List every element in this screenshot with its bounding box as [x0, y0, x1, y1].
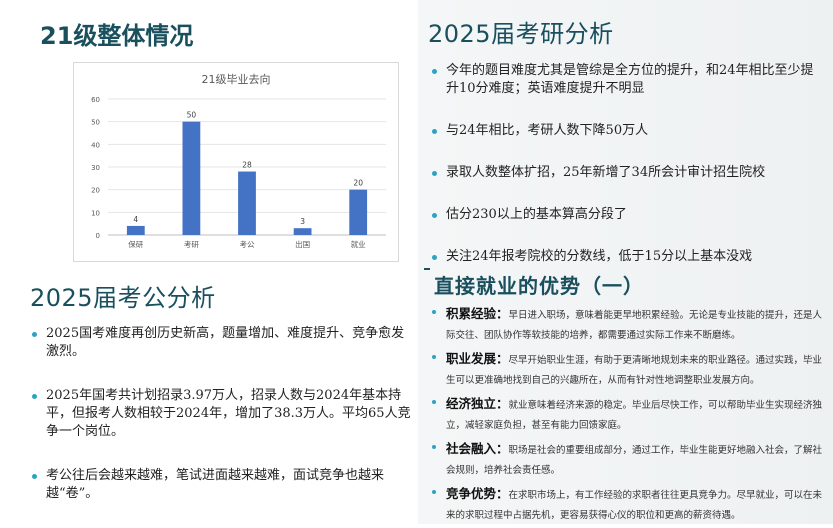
bullet-icon: [32, 394, 37, 399]
list-item: 考公往后会越来越难，笔试进面越来越难，面试竞争也越来越“卷”。: [30, 467, 415, 503]
graduation-destination-chart: 21级毕业去向 0 10 20 30 40 50 60 4 保研 50 考研 28 考公 3 出国 20 就业: [73, 62, 399, 262]
bar: [293, 228, 312, 235]
bullet-icon: [432, 255, 437, 260]
x-tick-label: 考研: [184, 240, 199, 249]
kaoyan-bullet-list: 今年的题目难度尤其是管综是全方位的提升，和24年相比至少提升10分难度；英语难度…: [430, 62, 826, 266]
bullet-icon: [432, 310, 436, 314]
bullet-icon: [432, 445, 436, 449]
bar: [238, 171, 256, 235]
section-title-employment-advantages: 直接就业的优势（一）: [434, 274, 644, 298]
advantage-description: 早日进入职场，意味着能更早地积累经验。无论是专业技能的提升，还是人际交往、团队协…: [446, 310, 823, 341]
advantage-description: 就业意味着经济来源的稳定。毕业后尽快工作，可以帮助毕业生实现经济独立，减轻家庭负…: [446, 400, 823, 431]
data-label: 3: [300, 217, 305, 226]
advantage-item: 职业发展：尽早开始职业生涯，有助于更清晰地规划未来的职业路径。通过实践，毕业生可…: [430, 348, 826, 388]
y-tick-label: 20: [91, 187, 100, 195]
advantage-term: 经济独立：: [446, 396, 509, 411]
list-item: 今年的题目难度尤其是管综是全方位的提升，和24年相比至少提升10分难度；英语难度…: [430, 62, 826, 98]
list-item-text: 今年的题目难度尤其是管综是全方位的提升，和24年相比至少提升10分难度；英语难度…: [446, 63, 814, 96]
advantage-item: 积累经验：早日进入职场，意味着能更早地积累经验。无论是专业技能的提升，还是人际交…: [430, 303, 826, 343]
data-label: 4: [133, 215, 138, 224]
list-item: 与24年相比，考研人数下降50万人: [430, 122, 826, 140]
title-accent-mark: [424, 268, 430, 270]
list-item: 2025国考难度再创历史新高，题量增加、难度提升、竞争愈发激烈。: [30, 325, 415, 361]
advantage-term: 积累经验：: [446, 306, 509, 321]
list-item: 估分230以上的基本算高分段了: [430, 206, 826, 224]
bar: [126, 225, 145, 235]
advantage-description: 尽早开始职业生涯，有助于更清晰地规划未来的职业路径。通过实践，毕业生可以更准确地…: [446, 355, 823, 386]
right-panel-background: [418, 0, 833, 524]
x-tick-label: 考公: [240, 240, 255, 249]
section-title-kaogong-analysis: 2025届考公分析: [30, 284, 216, 312]
y-tick-label: 40: [91, 141, 100, 149]
list-item-text: 估分230以上的基本算高分段了: [446, 207, 627, 222]
y-tick-label: 30: [91, 164, 100, 172]
advantage-item: 经济独立：就业意味着经济来源的稳定。毕业后尽快工作，可以帮助毕业生实现经济独立，…: [430, 393, 826, 433]
bullet-icon: [432, 213, 437, 218]
data-label: 28: [242, 161, 252, 170]
bullet-icon: [432, 171, 437, 176]
x-tick-label: 保研: [128, 240, 143, 249]
employment-advantages-list: 积累经验：早日进入职场，意味着能更早地积累经验。无论是专业技能的提升，还是人际交…: [430, 303, 826, 528]
advantage-item: 竞争优势：在求职市场上，有工作经验的求职者往往更具竞争力。尽早就业，可以在未来的…: [430, 483, 826, 523]
y-tick-label: 10: [91, 209, 100, 217]
advantage-description: 在求职市场上，有工作经验的求职者往往更具竞争力。尽早就业，可以在未来的求职过程中…: [446, 490, 823, 521]
section-title-21-overview: 21级整体情况: [40, 22, 194, 50]
x-tick-label: 出国: [295, 239, 310, 249]
advantage-term: 社会融入：: [446, 441, 509, 456]
bullet-icon: [432, 400, 436, 404]
y-tick-label: 0: [96, 232, 100, 240]
list-item-text: 与24年相比，考研人数下降50万人: [446, 123, 649, 138]
bullet-icon: [432, 69, 437, 74]
advantage-term: 职业发展：: [446, 351, 509, 366]
advantage-term: 竞争优势：: [446, 486, 509, 501]
list-item-text: 2025国考难度再创历史新高，题量增加、难度提升、竞争愈发激烈。: [46, 326, 405, 359]
bar: [349, 189, 368, 235]
list-item-text: 2025年国考共计划招录3.97万人，招录人数与2024年基本持平，但报考人数相…: [46, 388, 411, 439]
list-item-text: 考公往后会越来越难，笔试进面越来越难，面试竞争也越来越“卷”。: [46, 468, 385, 501]
bar: [182, 121, 201, 235]
y-tick-label: 60: [91, 96, 100, 104]
chart-svg: 21级毕业去向 0 10 20 30 40 50 60 4 保研 50 考研 28 考公 3 出国 20 就业: [91, 72, 386, 249]
list-item: 录取人数整体扩招，25年新增了34所会计审计招生院校: [430, 164, 826, 182]
advantage-item: 社会融入：职场是社会的重要组成部分，通过工作，毕业生能更好地融入社会，了解社会规…: [430, 438, 826, 478]
data-label: 50: [187, 111, 197, 120]
data-label: 20: [353, 179, 363, 188]
list-item-text: 录取人数整体扩招，25年新增了34所会计审计招生院校: [446, 165, 766, 180]
list-item-text: 关注24年报考院校的分数线，低于15分以上基本没戏: [446, 249, 753, 264]
bullet-icon: [32, 474, 37, 479]
kaogong-bullet-list: 2025国考难度再创历史新高，题量增加、难度提升、竞争愈发激烈。 2025年国考共…: [30, 325, 415, 503]
advantage-description: 职场是社会的重要组成部分，通过工作，毕业生能更好地融入社会，了解社会规则，培养社…: [446, 445, 823, 476]
y-tick-label: 50: [91, 119, 100, 127]
section-title-kaoyan-analysis: 2025届考研分析: [428, 20, 614, 48]
chart-title: 21级毕业去向: [202, 72, 271, 86]
bullet-icon: [32, 332, 37, 337]
list-item: 2025年国考共计划招录3.97万人，招录人数与2024年基本持平，但报考人数相…: [30, 387, 415, 441]
bullet-icon: [432, 490, 436, 494]
bullet-icon: [432, 129, 437, 134]
bullet-icon: [432, 355, 436, 359]
x-tick-label: 就业: [351, 239, 366, 249]
list-item: 关注24年报考院校的分数线，低于15分以上基本没戏: [430, 248, 826, 266]
